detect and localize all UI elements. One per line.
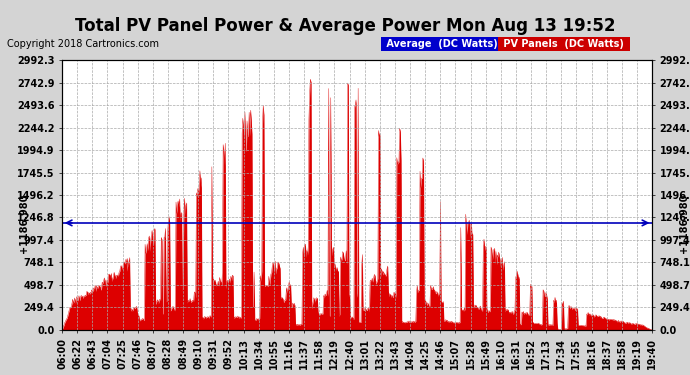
Text: +1186.980: +1186.980 bbox=[680, 193, 689, 253]
Text: PV Panels  (DC Watts): PV Panels (DC Watts) bbox=[500, 39, 627, 50]
Text: Average  (DC Watts): Average (DC Watts) bbox=[383, 39, 501, 50]
Text: Total PV Panel Power & Average Power Mon Aug 13 19:52: Total PV Panel Power & Average Power Mon… bbox=[75, 17, 615, 35]
Text: +1186.980: +1186.980 bbox=[19, 193, 29, 253]
Text: Copyright 2018 Cartronics.com: Copyright 2018 Cartronics.com bbox=[7, 39, 159, 50]
